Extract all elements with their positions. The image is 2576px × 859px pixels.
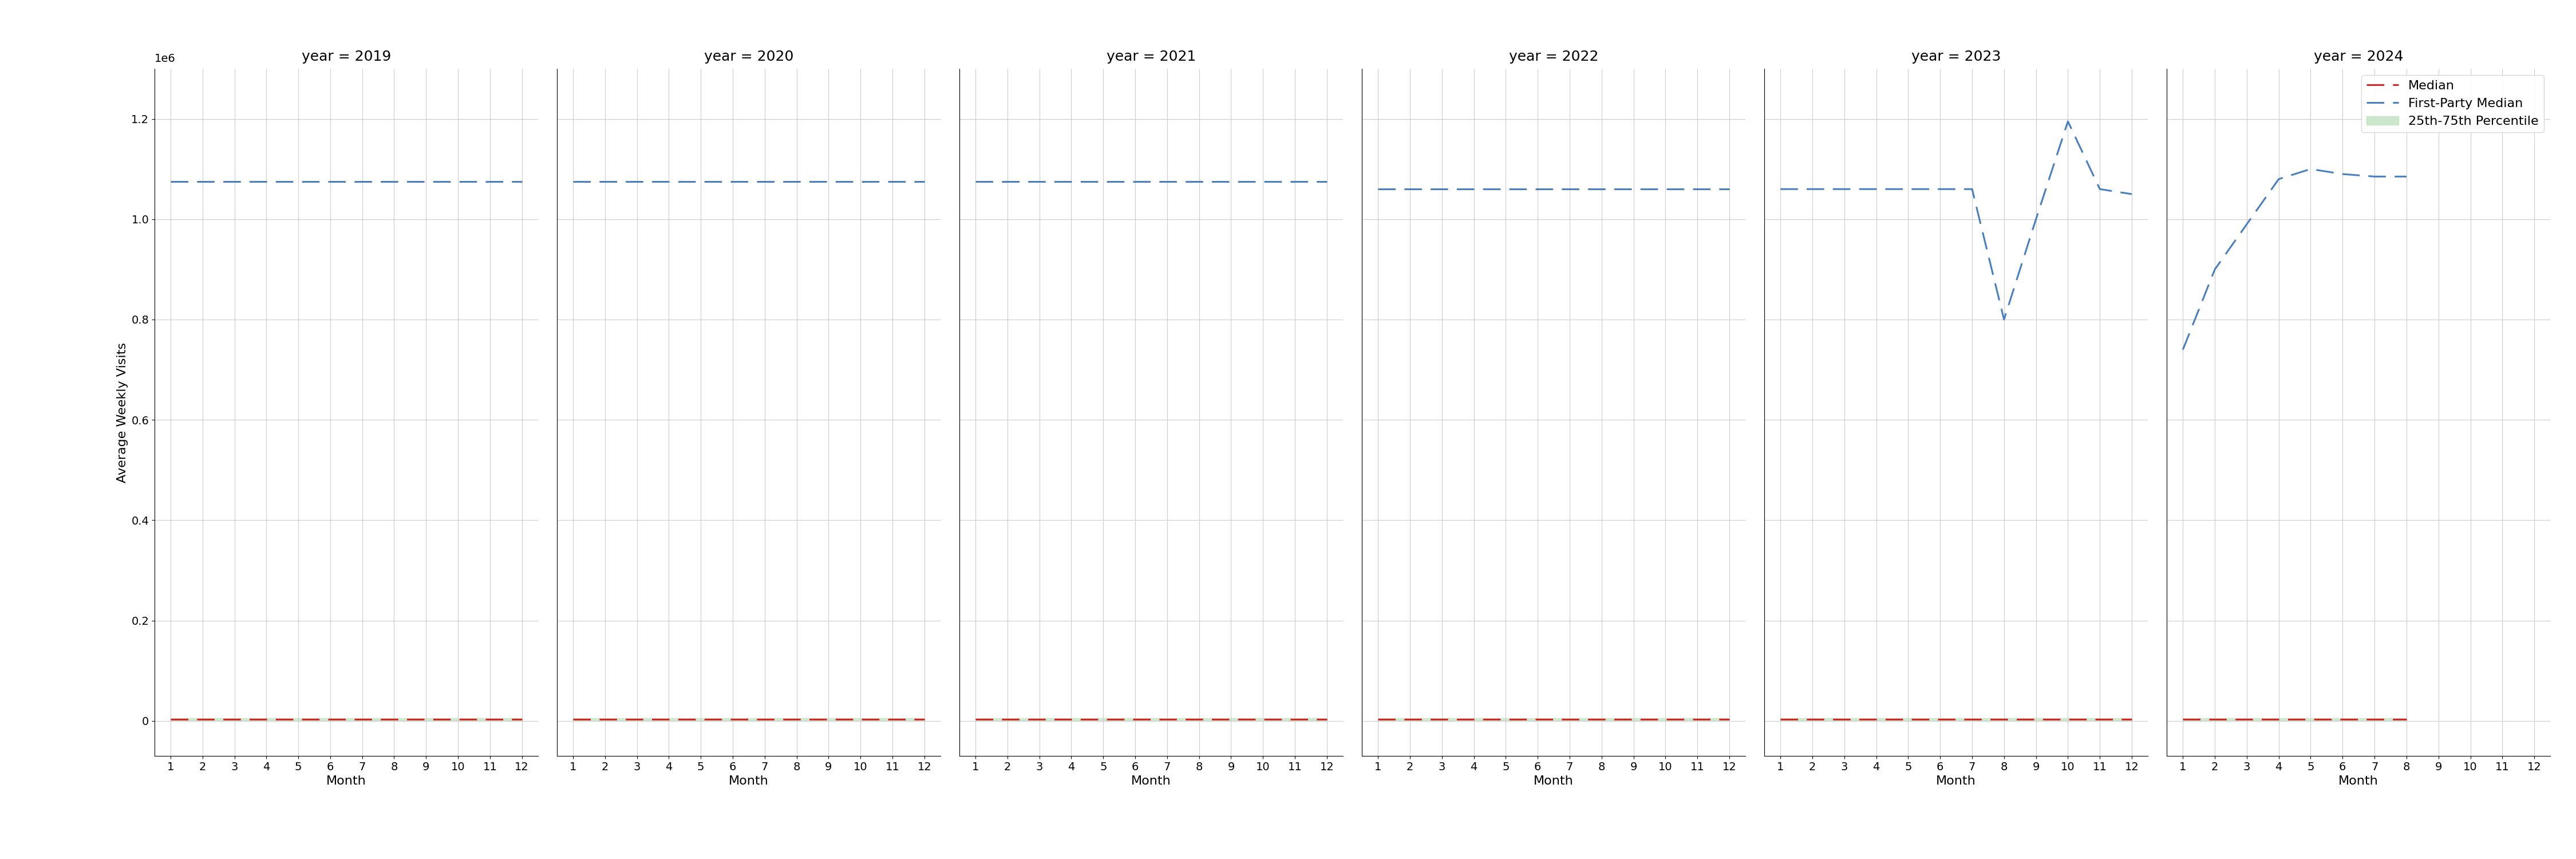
Title: year = 2023: year = 2023 (1911, 50, 2002, 64)
X-axis label: Month: Month (2339, 776, 2378, 787)
Title: year = 2022: year = 2022 (1510, 50, 1600, 64)
Title: year = 2021: year = 2021 (1108, 50, 1195, 64)
Title: year = 2019: year = 2019 (301, 50, 392, 64)
Legend: Median, First-Party Median, 25th-75th Percentile: Median, First-Party Median, 25th-75th Pe… (2362, 75, 2545, 132)
X-axis label: Month: Month (1533, 776, 1574, 787)
Text: 1e6: 1e6 (155, 53, 175, 64)
X-axis label: Month: Month (729, 776, 768, 787)
X-axis label: Month: Month (327, 776, 366, 787)
X-axis label: Month: Month (1131, 776, 1172, 787)
Title: year = 2020: year = 2020 (703, 50, 793, 64)
Y-axis label: Average Weekly Visits: Average Weekly Visits (116, 342, 129, 483)
X-axis label: Month: Month (1937, 776, 1976, 787)
Title: year = 2024: year = 2024 (2313, 50, 2403, 64)
